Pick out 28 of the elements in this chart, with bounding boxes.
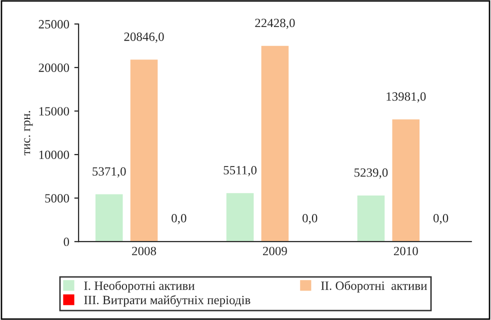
bar	[261, 46, 289, 242]
y-tick-label: 25000	[38, 20, 70, 28]
y-tick-label: 0	[64, 238, 70, 246]
legend-label: II. Оборотні активи	[321, 280, 427, 292]
bar	[95, 194, 123, 242]
data-label: 5511,0	[224, 166, 257, 176]
legend-label: III. Витрати майбутніх періодів	[84, 295, 250, 307]
y-tick-label: 5000	[45, 194, 70, 203]
bar	[130, 60, 158, 242]
y-tick-label: 10000	[39, 150, 70, 160]
x-tick-label: 2008	[132, 246, 156, 256]
bar	[392, 119, 420, 242]
x-tick-label: 2009	[263, 246, 287, 256]
x-tick-label: 2010	[394, 246, 418, 256]
data-label: 5371,0	[92, 167, 126, 178]
data-label: 22428,0	[255, 18, 295, 29]
data-label: 5239,0	[354, 168, 388, 179]
bar	[357, 195, 385, 242]
data-label: 0,0	[172, 214, 186, 224]
y-tick-label: 15000	[39, 107, 70, 116]
y-axis-title: тис. грн.	[24, 111, 33, 156]
data-label: 13981,0	[386, 92, 426, 102]
data-label: 0,0	[433, 214, 448, 224]
data-label: 20846,0	[124, 32, 164, 43]
legend-label: I. Необоротні активи	[84, 280, 195, 292]
bar	[226, 193, 254, 242]
data-label: 0,0	[302, 214, 318, 224]
y-tick-label: 20000	[38, 64, 70, 72]
